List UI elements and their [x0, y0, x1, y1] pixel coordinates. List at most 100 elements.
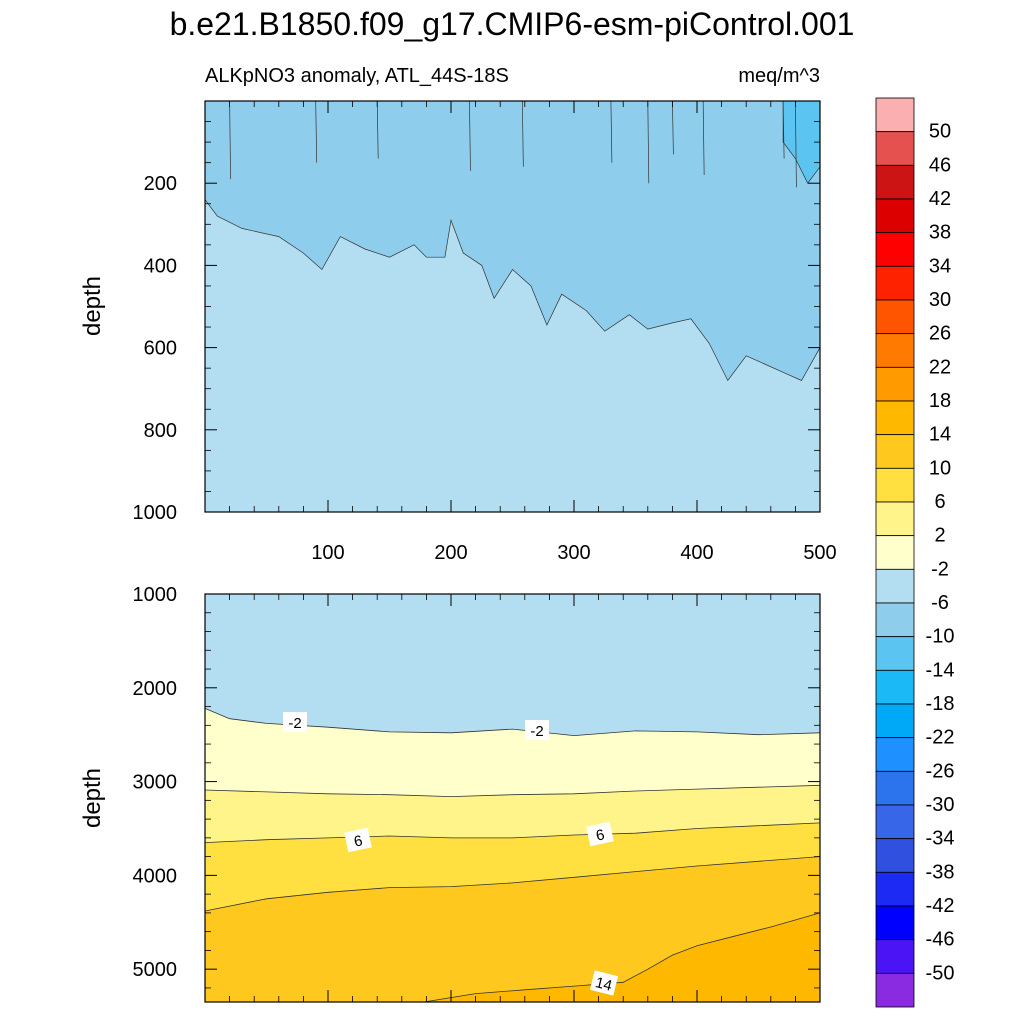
contour-label-text: 6	[594, 826, 606, 844]
y-tick-label: 1000	[133, 502, 178, 524]
colorbar-swatch	[875, 602, 915, 638]
y-tick-label: 5000	[133, 959, 178, 981]
colorbar-swatch	[875, 265, 915, 301]
contour-label-text: 6	[352, 832, 364, 850]
contour-spike	[521, 100, 524, 167]
contour-label-bg	[525, 720, 549, 740]
colorbar-swatch	[875, 535, 915, 570]
contour-label: 6	[344, 827, 372, 853]
colorbar-label: 42	[929, 188, 951, 210]
contour-label: 6	[586, 821, 614, 847]
x-tick-label: 500	[803, 542, 836, 564]
x-tick-label: 300	[557, 542, 590, 564]
colorbar-swatch	[875, 164, 915, 200]
colorbar-swatch	[875, 198, 915, 234]
x-tick-label: 200	[434, 542, 467, 564]
colorbar-label: -50	[926, 962, 955, 984]
colorbar-swatch	[875, 434, 915, 469]
colorbar-swatch	[875, 467, 915, 503]
y-tick-label: 1000	[133, 584, 178, 606]
colorbar-swatch	[875, 232, 915, 267]
colorbar-label: -38	[926, 861, 955, 883]
colorbar-label: -18	[926, 693, 955, 715]
y-tick-label: 200	[144, 173, 177, 195]
colorbar-label: -34	[926, 828, 955, 850]
colorbar-label: 30	[929, 289, 951, 311]
colorbar-swatch	[875, 669, 915, 705]
region-fill--10to-6	[204, 100, 821, 382]
y-tick-label: 400	[144, 255, 177, 277]
contour-label: -2	[525, 720, 549, 740]
contour-spike	[229, 100, 231, 180]
colorbar-swatch	[875, 804, 915, 840]
contour-spike	[672, 100, 674, 155]
colorbar-label: -2	[931, 558, 949, 580]
colorbar-swatch	[875, 770, 915, 806]
upper-subtitle: ALKpNO3 anomaly, ATL_44S-18S	[205, 65, 509, 87]
contour-line-6	[204, 822, 821, 843]
colorbar-label: -26	[926, 760, 955, 782]
colorbar-label: -14	[926, 659, 955, 681]
colorbar-label: -10	[926, 626, 955, 648]
contour-label-bg	[283, 712, 307, 732]
colorbar-label: -6	[931, 592, 949, 614]
colorbar-swatch	[875, 333, 915, 368]
contour-line-14	[423, 912, 821, 1003]
contour-label-bg	[344, 827, 372, 853]
colorbar-label: 10	[929, 457, 951, 479]
figure-title: b.e21.B1850.f09_g17.CMIP6-esm-piControl.…	[170, 6, 855, 42]
contour-label-bg	[586, 821, 614, 847]
contour-line--2	[204, 708, 821, 737]
colorbar-swatch	[875, 838, 915, 873]
colorbar-label: 34	[929, 255, 951, 277]
colorbar-swatch	[875, 400, 915, 436]
band-above--2	[205, 594, 820, 736]
contour-line-10	[204, 856, 821, 912]
band-14-to-18	[423, 912, 820, 1002]
colorbar-swatch	[875, 299, 915, 335]
lower-plot-area: -2 -2 6 6 14	[204, 593, 821, 1003]
colorbar-swatch	[875, 366, 915, 402]
lower-axes: 1000 2000 3000 4000 5000	[133, 584, 821, 1002]
contour-label-text: 14	[593, 974, 613, 995]
y-tick-label: 600	[144, 338, 177, 360]
colorbar-swatch	[875, 939, 915, 974]
colorbar-label: 2	[934, 525, 945, 547]
colorbar-swatch	[875, 568, 915, 604]
colorbar: 50 46 42 38 34 30 26 22 18 14 10 6 2 -2 -6 -10 -14 -18 -22…	[875, 97, 955, 1008]
upper-axes: 200 400 600 800 1000 100 200 300 400 500	[133, 101, 837, 564]
y-tick-label: 2000	[133, 678, 178, 700]
contour-spike	[376, 100, 379, 159]
colorbar-swatch	[875, 905, 915, 941]
colorbar-swatch	[875, 737, 915, 772]
colorbar-swatch	[875, 131, 915, 166]
lower-panel: depth -2 -2 6 6 14 1000 2000 3000 4000 5000	[79, 584, 821, 1003]
contour-spike	[469, 100, 471, 171]
contour-label-text: -2	[288, 715, 301, 732]
colorbar-label: -42	[926, 895, 955, 917]
colorbar-label: -46	[926, 929, 955, 951]
colorbar-label: 38	[929, 222, 951, 244]
colorbar-swatch	[875, 501, 915, 537]
contour-label: -2	[283, 712, 307, 732]
colorbar-label: 22	[929, 356, 951, 378]
y-tick-label: 3000	[133, 772, 178, 794]
contour-label-text: -2	[530, 723, 543, 740]
colorbar-label: -30	[926, 794, 955, 816]
colorbar-label: -22	[926, 727, 955, 749]
colorbar-label: 6	[934, 491, 945, 513]
colorbar-swatch	[875, 871, 915, 907]
colorbar-label: 46	[929, 154, 951, 176]
contour-spike	[702, 100, 705, 175]
upper-plot-area	[204, 100, 821, 513]
upper-panel: ALKpNO3 anomaly, ATL_44S-18S meq/m^3 dep…	[79, 65, 837, 564]
x-tick-label: 400	[680, 542, 713, 564]
contour-spike	[315, 100, 318, 163]
colorbar-swatch	[875, 97, 915, 133]
contour-label: 14	[589, 970, 619, 996]
upper-ylabel: depth	[79, 276, 106, 336]
x-tick-label: 100	[311, 542, 344, 564]
colorbar-label: 26	[929, 323, 951, 345]
contour-spike	[795, 100, 797, 188]
colorbar-label: 18	[929, 390, 951, 412]
